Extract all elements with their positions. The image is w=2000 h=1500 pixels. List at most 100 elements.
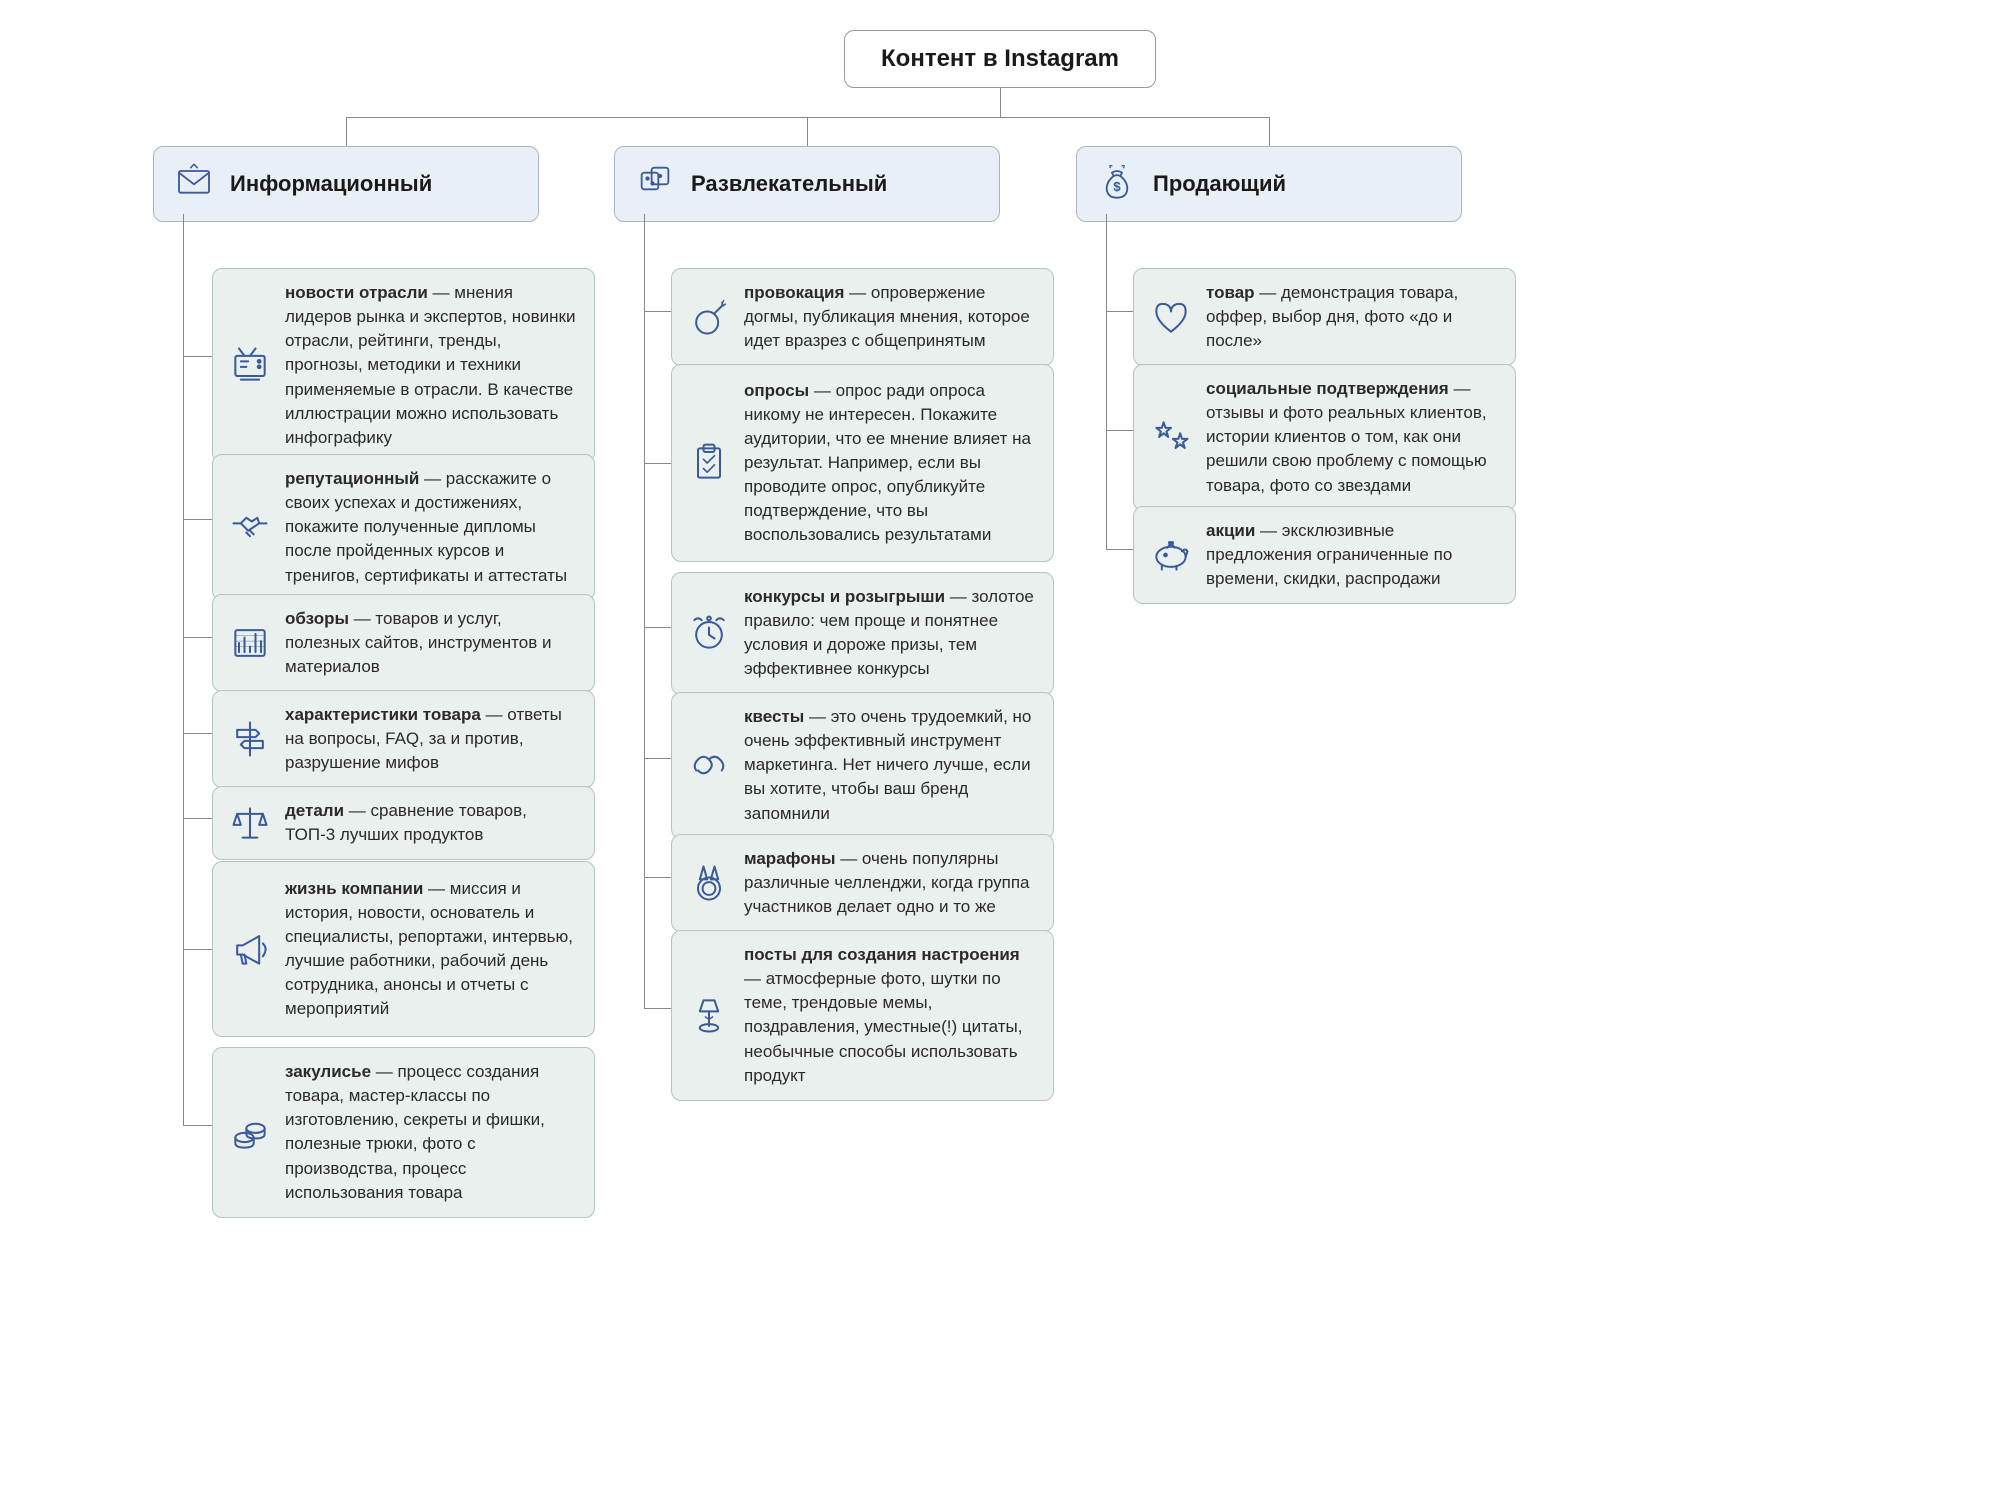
clock-icon	[686, 611, 732, 655]
category-fun: Развлекательный	[614, 146, 1000, 222]
connector	[807, 117, 808, 146]
envelope-icon	[172, 161, 216, 207]
stars-icon	[1148, 415, 1194, 459]
item-fun-4: марафоны — очень популярны различные чел…	[671, 834, 1054, 932]
item-title: марафоны	[744, 849, 835, 868]
item-fun-3: квесты — это очень трудоемкий, но очень …	[671, 692, 1054, 839]
item-text: марафоны — очень популярны различные чел…	[744, 847, 1039, 919]
item-info-4: детали — сравнение товаров, ТОП-3 лучших…	[212, 786, 595, 860]
clipboard-icon	[686, 441, 732, 485]
category-sell: $ Продающий	[1076, 146, 1462, 222]
item-sell-2: акции — эксклюзивные предложения огранич…	[1133, 506, 1516, 604]
connector	[644, 311, 671, 312]
connector	[644, 463, 671, 464]
heart-icon	[1148, 295, 1194, 339]
item-text: провокация — опровержение догмы, публика…	[744, 281, 1039, 353]
item-text: новости отрасли — мнения лидеров рынка и…	[285, 281, 580, 450]
connector	[644, 627, 671, 628]
item-title: репутационный	[285, 469, 419, 488]
item-text: социальные подтверждения — отзывы и фото…	[1206, 377, 1501, 498]
piggy-icon	[1148, 533, 1194, 577]
connector	[183, 214, 184, 1125]
item-text: репутационный — расскажите о своих успех…	[285, 467, 580, 588]
item-fun-5: посты для создания настроения — атмосфер…	[671, 930, 1054, 1101]
connector	[644, 214, 645, 1008]
connector	[183, 356, 212, 357]
connector	[1269, 117, 1270, 146]
item-title: посты для создания настроения	[744, 945, 1020, 964]
connector	[183, 637, 212, 638]
category-info: Информационный	[153, 146, 539, 222]
item-title: характеристики товара	[285, 705, 481, 724]
item-text: детали — сравнение товаров, ТОП-3 лучших…	[285, 799, 580, 847]
item-sell-0: товар — демонстрация товара, оффер, выбо…	[1133, 268, 1516, 366]
svg-text:$: $	[1113, 179, 1121, 194]
item-fun-0: провокация — опровержение догмы, публика…	[671, 268, 1054, 366]
bomb-icon	[686, 295, 732, 339]
item-info-0: новости отрасли — мнения лидеров рынка и…	[212, 268, 595, 463]
item-title: опросы	[744, 381, 809, 400]
scales-icon	[227, 801, 273, 845]
connector	[1106, 549, 1133, 550]
root-node: Контент в Instagram	[844, 30, 1156, 88]
item-fun-2: конкурсы и розыгрыши — золотое правило: …	[671, 572, 1054, 695]
item-info-2: обзоры — товаров и услуг, полезных сайто…	[212, 594, 595, 692]
connector	[1106, 430, 1133, 431]
item-desc: — процесс создания товара, мастер-классы…	[285, 1062, 545, 1202]
item-title: закулисье	[285, 1062, 371, 1081]
moneybag-icon: $	[1095, 161, 1139, 207]
item-info-6: закулисье — процесс создания товара, мас…	[212, 1047, 595, 1218]
item-info-3: характеристики товара — ответы на вопрос…	[212, 690, 595, 788]
item-text: жизнь компании — миссия и история, новос…	[285, 877, 580, 1022]
sign-icon	[227, 717, 273, 761]
item-text: посты для создания настроения — атмосфер…	[744, 943, 1039, 1088]
item-title: обзоры	[285, 609, 349, 628]
item-info-5: жизнь компании — миссия и история, новос…	[212, 861, 595, 1037]
root-label: Контент в Instagram	[881, 45, 1119, 72]
item-title: социальные подтверждения	[1206, 379, 1449, 398]
connector	[183, 519, 212, 520]
item-fun-1: опросы — опрос ради опроса никому не инт…	[671, 364, 1054, 562]
item-text: конкурсы и розыгрыши — золотое правило: …	[744, 585, 1039, 682]
lamp-icon	[686, 993, 732, 1037]
connector	[183, 949, 212, 950]
item-desc: — миссия и история, новости, основатель …	[285, 879, 573, 1019]
item-text: закулисье — процесс создания товара, мас…	[285, 1060, 580, 1205]
item-text: опросы — опрос ради опроса никому не инт…	[744, 379, 1039, 548]
medal-icon	[686, 861, 732, 905]
category-label: Развлекательный	[691, 171, 887, 197]
connector	[183, 1125, 212, 1126]
item-sell-1: социальные подтверждения — отзывы и фото…	[1133, 364, 1516, 511]
item-text: акции — эксклюзивные предложения огранич…	[1206, 519, 1501, 591]
connector	[183, 733, 212, 734]
item-title: провокация	[744, 283, 844, 302]
item-title: новости отрасли	[285, 283, 428, 302]
item-text: товар — демонстрация товара, оффер, выбо…	[1206, 281, 1501, 353]
connector	[346, 117, 347, 146]
connector	[1106, 214, 1107, 549]
item-desc: — мнения лидеров рынка и экспертов, нови…	[285, 283, 576, 447]
item-text: характеристики товара — ответы на вопрос…	[285, 703, 580, 775]
connector	[1000, 88, 1001, 117]
chain-icon	[686, 743, 732, 787]
tv-icon	[227, 343, 273, 387]
dice-icon	[633, 161, 677, 207]
item-text: обзоры — товаров и услуг, полезных сайто…	[285, 607, 580, 679]
chart-icon	[227, 621, 273, 665]
connector	[183, 818, 212, 819]
item-title: акции	[1206, 521, 1255, 540]
item-title: детали	[285, 801, 344, 820]
item-title: жизнь компании	[285, 879, 423, 898]
item-text: квесты — это очень трудоемкий, но очень …	[744, 705, 1039, 826]
connector	[1106, 311, 1133, 312]
connector	[644, 758, 671, 759]
item-title: товар	[1206, 283, 1255, 302]
item-info-1: репутационный — расскажите о своих успех…	[212, 454, 595, 601]
category-label: Информационный	[230, 171, 432, 197]
connector	[644, 877, 671, 878]
coins-icon	[227, 1110, 273, 1154]
connector	[644, 1008, 671, 1009]
megaphone-icon	[227, 927, 273, 971]
category-label: Продающий	[1153, 171, 1286, 197]
handshake-icon	[227, 505, 273, 549]
